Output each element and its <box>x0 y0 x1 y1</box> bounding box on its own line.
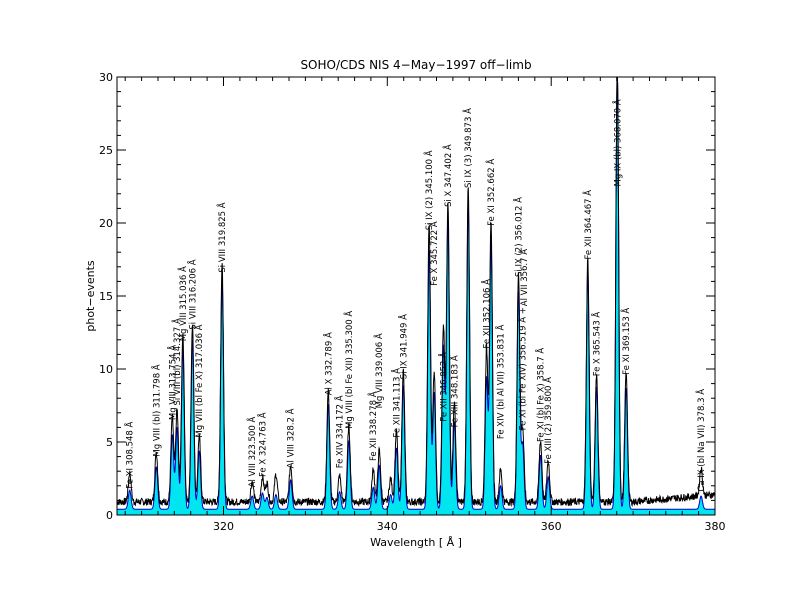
x-axis-label: Wavelength [ Å ] <box>370 536 462 549</box>
model-fill <box>117 77 715 515</box>
y-tick-label: 5 <box>106 436 113 449</box>
line-label-24: Fe XII 352.106 Å <box>481 279 493 349</box>
line-label-21: Fe XIII 348.183 Å <box>448 355 460 427</box>
line-label-8: Al VIII 323.500 Å <box>246 417 258 488</box>
chart-title: SOHO/CDS NIS 4−May−1997 off−limb <box>300 58 531 72</box>
line-label-11: Al X 332.789 Å <box>322 332 334 395</box>
line-label-31: Fe XIII (2) 359.800 Å <box>542 377 554 464</box>
line-label-9: Fe X 324.763 Å <box>257 412 269 477</box>
line-label-4: Mg VIII 315.036 Å <box>177 266 189 341</box>
line-label-19: Fe X 345.722 Å <box>428 221 440 286</box>
x-tick-label: 340 <box>377 520 398 533</box>
line-labels: Fe XI 308.548 Å Mg VIII (bl) 311.798 Å Mg … <box>124 99 707 492</box>
line-label-0: Fe XI 308.548 Å <box>124 421 136 488</box>
y-tick-label: 20 <box>99 217 113 230</box>
line-label-32: Fe XII 364.467 Å <box>582 190 594 260</box>
line-label-15: Mg VIII 339.006 Å <box>373 333 385 408</box>
line-label-10: Al VIII 328.2 Å <box>285 408 297 468</box>
observed-spectrum <box>116 76 716 508</box>
y-tick-label: 15 <box>99 290 113 303</box>
line-label-14: Fe XII 338.278 Å <box>367 391 379 461</box>
line-label-28: Al VII 356.7 Å <box>518 249 530 306</box>
line-label-13: Mg VIII (bl Fe XII) 335.300 Å <box>343 311 355 429</box>
line-label-7: Si VIII 319.825 Å <box>216 202 228 272</box>
line-label-5: Si VIII 316.206 Å <box>186 259 198 329</box>
x-tick-label: 380 <box>705 520 726 533</box>
line-label-26: Fe XIV (bl Al VII) 353.831 Å <box>495 325 507 440</box>
y-tick-label: 0 <box>106 509 113 522</box>
line-label-17: Si IX 341.949 Å <box>397 314 409 379</box>
line-label-30: Fe XI (bl Fe X) 358.7 Å <box>535 348 547 442</box>
y-tick-label: 10 <box>99 363 113 376</box>
line-label-36: Ca IX (bl Na VII) 378.3 Å <box>695 389 707 492</box>
line-label-35: Fe XI 369.153 Å <box>620 308 632 375</box>
y-tick-label: 25 <box>99 144 113 157</box>
line-label-20: Fe XII 346.852 Å <box>437 352 449 422</box>
line-label-29: Fe XI (bl Fe XIV) 356.519 Å + <box>517 307 529 430</box>
line-label-6: Mg VIII (bl Fe X) 317.036 Å <box>193 324 205 437</box>
line-label-22: Si X 347.402 Å <box>442 144 454 207</box>
line-label-12: Fe XIV 334.172 Å <box>334 395 346 468</box>
line-label-27: Si IX (2) 356.012 Å <box>513 197 525 277</box>
line-label-1: Mg VIII (bl) 311.798 Å <box>150 364 162 456</box>
line-label-18: Si IX (2) 345.100 Å <box>423 150 435 230</box>
line-label-2: Mg VIII 313.754 Å <box>166 345 178 420</box>
axis-ticks: 320 340 360 380 0 5 10 15 20 25 30 <box>99 71 726 533</box>
line-label-33: Fe X 365.543 Å <box>591 312 603 377</box>
y-tick-label: 30 <box>99 71 113 84</box>
line-label-23: Si IX (3) 349.873 Å <box>462 108 474 188</box>
line-label-34: Mg IX (bl) 368.070 Å <box>611 99 623 186</box>
line-label-3: Si VIII (bl) 314.327 Å <box>171 318 183 405</box>
line-label-16: Fe XII 341.113 Å <box>390 368 402 438</box>
y-axis-label: phot−events <box>84 260 97 332</box>
line-label-25: Fe XI 352.662 Å <box>485 159 497 226</box>
x-tick-label: 360 <box>541 520 562 533</box>
x-tick-label: 320 <box>213 520 234 533</box>
observed-line <box>116 76 716 508</box>
